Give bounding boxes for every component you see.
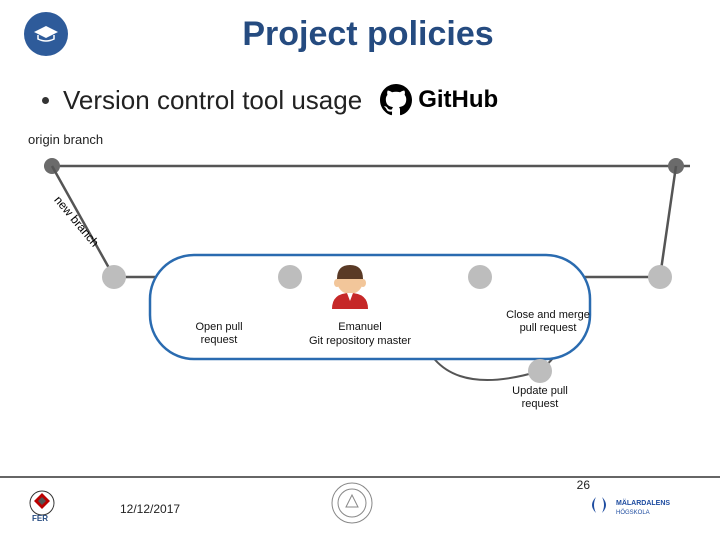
page-number: 26 bbox=[577, 478, 590, 492]
svg-text:FER: FER bbox=[32, 514, 48, 523]
bullet-item: Version control tool usage GitHub bbox=[0, 64, 720, 124]
git-flow-diagram: new branch Open pullrequest Emanuel Git … bbox=[0, 151, 720, 431]
svg-text:MÄLARDALENS: MÄLARDALENS bbox=[616, 499, 670, 507]
malardalens-logo: MÄLARDALENS HÖGSKOLA bbox=[586, 491, 696, 526]
master-role-label: Git repository master bbox=[300, 335, 420, 348]
update-pr-label: Update pullrequest bbox=[500, 385, 580, 411]
fer-logo: FER bbox=[28, 489, 78, 528]
graduation-cap-icon bbox=[24, 12, 68, 56]
bullet-text: Version control tool usage bbox=[63, 85, 362, 116]
bullet-dot-icon bbox=[42, 97, 49, 104]
master-name-label: Emanuel bbox=[300, 321, 420, 334]
github-label: GitHub bbox=[418, 86, 498, 114]
github-badge: GitHub bbox=[380, 84, 498, 116]
open-pr-label: Open pullrequest bbox=[184, 321, 254, 347]
origin-branch-label: origin branch bbox=[0, 124, 720, 151]
close-merge-label: Close and mergepull request bbox=[498, 309, 598, 335]
seal-logo bbox=[330, 481, 374, 530]
footer-date: 12/12/2017 bbox=[120, 502, 180, 516]
github-icon bbox=[380, 84, 412, 116]
slide-footer: FER 12/12/2017 26 MÄLARDALENS HÖGSKOLA bbox=[0, 476, 720, 536]
page-title: Project policies bbox=[84, 15, 652, 54]
svg-text:HÖGSKOLA: HÖGSKOLA bbox=[616, 509, 650, 516]
